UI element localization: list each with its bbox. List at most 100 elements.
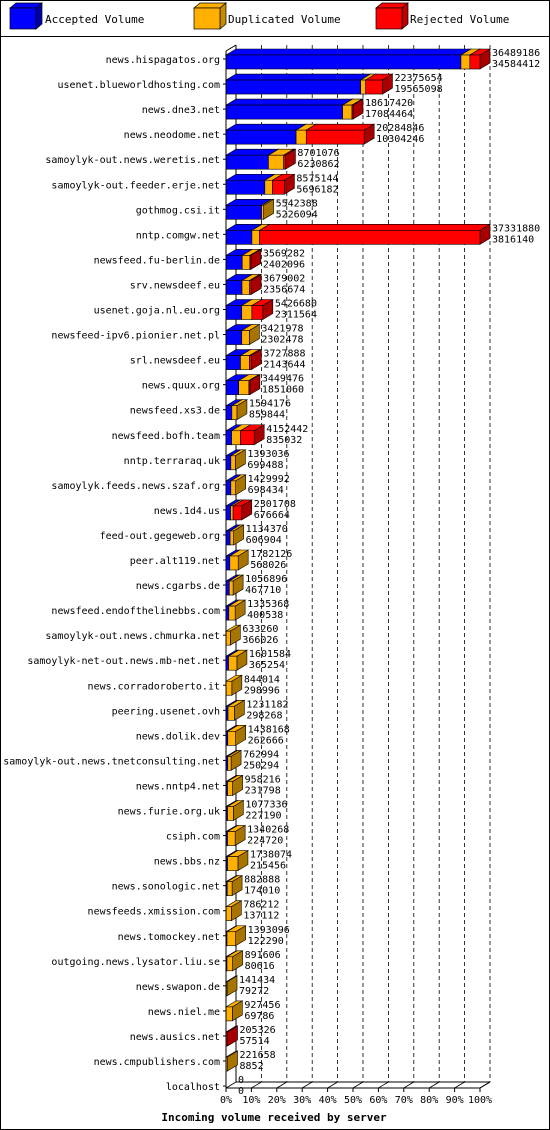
value-label-total: 927456 (244, 1000, 280, 1011)
bar-duplicated (227, 599, 247, 621)
bar-duplicated (226, 850, 250, 872)
bar-duplicated-front (240, 355, 250, 370)
value-label-accepted: 2402096 (263, 259, 305, 270)
bar-accepted (224, 48, 473, 70)
value-label-total: 1393096 (248, 925, 290, 936)
value-label-accepted: 467710 (245, 585, 281, 596)
x-tick-depth (276, 1081, 288, 1089)
value-label-total: 36489186 (492, 48, 540, 59)
value-label-accepted: 5226094 (276, 209, 318, 220)
value-label-total: 3449476 (262, 374, 304, 385)
value-label-accepted: 6230862 (297, 159, 339, 170)
bar-accepted-front (225, 330, 243, 345)
value-label-total: 8701076 (297, 148, 339, 159)
server-label: news.cmpublishers.com (94, 1057, 220, 1068)
bar-duplicated-front (226, 956, 233, 972)
bar-duplicated (226, 875, 244, 897)
server-label: nntp.terraraq.uk (124, 456, 220, 467)
bar-duplicated (228, 549, 250, 571)
bar-duplicated-front (241, 330, 250, 345)
server-label: news.dne3.net (142, 105, 220, 116)
bar-duplicated (226, 749, 243, 771)
bar-duplicated-front (360, 79, 366, 95)
value-label-total: 1393036 (247, 449, 289, 460)
bar-duplicated (228, 574, 245, 596)
server-label: srl.newsdeef.eu (130, 356, 220, 367)
value-label-total: 3569282 (263, 248, 305, 259)
server-row: samoylyk-out.news.weretis.net 87010766230… (45, 148, 339, 170)
bar-duplicated-front (228, 655, 238, 671)
bar-rejected (364, 73, 394, 95)
server-row: samoylyk-net-out.news.mb-net.net 16015843… (27, 649, 291, 671)
bar-rejected (247, 374, 261, 396)
server-label: localhost (166, 1082, 220, 1093)
server-label: csiph.com (166, 832, 220, 843)
bar-accepted-front (225, 480, 232, 496)
bar-duplicated-front (295, 129, 307, 145)
bar-rejected-front (259, 230, 481, 245)
bar-duplicated-front (227, 806, 234, 821)
server-label: news.1d4.us (154, 506, 220, 517)
bar-rejected-front (232, 505, 243, 521)
bar-duplicated (260, 198, 275, 220)
bar-duplicated-front (227, 781, 233, 796)
value-label-accepted: 122290 (248, 936, 284, 947)
bar-duplicated-front (225, 630, 231, 646)
bar-duplicated (225, 950, 244, 972)
bar-duplicated (224, 1050, 239, 1072)
server-row: samoylyk-out.news.tnetconsulting.net 7629… (3, 749, 279, 771)
value-label-accepted: 80616 (245, 961, 275, 972)
bar-rejected (248, 349, 263, 371)
bar-rejected-front (249, 280, 252, 295)
bar-rejected (271, 173, 296, 195)
bar-accepted-front (225, 405, 233, 421)
value-label-total: 786212 (243, 900, 279, 911)
bar-rejected-front (272, 179, 285, 195)
bar-duplicated (224, 975, 239, 997)
x-axis-title: Incoming volume received by server (161, 1111, 387, 1124)
bar-rejected (248, 248, 262, 270)
value-label-total: 762994 (243, 749, 279, 760)
bar-duplicated (226, 825, 247, 847)
bar-duplicated (226, 724, 247, 746)
server-label: samoylyk.feeds.news.szaf.org (51, 481, 220, 492)
value-label-total: 37331880 (492, 223, 540, 234)
server-label: newsfeed.xs3.de (130, 406, 220, 417)
x-tick-depth (251, 1081, 262, 1089)
x-tick-label: 90% (446, 1095, 464, 1106)
value-label-accepted: 215456 (250, 861, 286, 872)
value-label-accepted: 79272 (239, 986, 269, 997)
bar-duplicated (227, 649, 249, 671)
bar-duplicated-front (238, 380, 250, 395)
bar-accepted-front (225, 255, 243, 270)
bar-rejected-front (249, 255, 252, 270)
value-label-accepted: 2143644 (263, 360, 305, 371)
value-label-total: 18617420 (365, 98, 413, 109)
x-tick-depth (352, 1081, 364, 1089)
value-label-accepted: 365254 (249, 660, 285, 671)
server-label: news.hispagatos.org (106, 55, 220, 66)
bar-duplicated (224, 624, 242, 646)
value-label-total: 221658 (240, 1050, 276, 1061)
bar-accepted-front (225, 280, 243, 295)
bar-duplicated-front (225, 906, 232, 922)
legend-label-accepted: Accepted Volume (45, 13, 144, 26)
value-label-accepted: 174010 (244, 886, 280, 897)
value-label-total: 22375654 (394, 73, 442, 84)
server-label: news.dolik.dev (136, 731, 220, 742)
server-label: news.neodome.net (124, 130, 220, 141)
value-label-accepted: 69786 (244, 1011, 274, 1022)
value-label-accepted: 57514 (240, 1036, 270, 1047)
bar-duplicated (229, 449, 247, 471)
bar-accepted-front (225, 355, 241, 370)
